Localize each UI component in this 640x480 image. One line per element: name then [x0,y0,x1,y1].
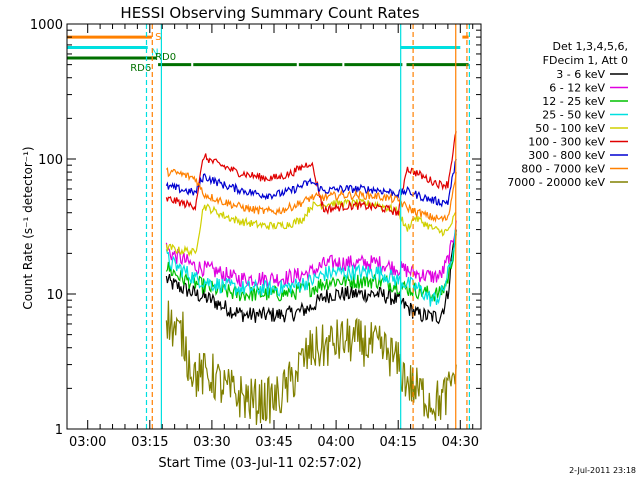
x-tick-label: 04:30 [442,435,479,450]
y-axis-label: Count Rate (s⁻¹ detector⁻¹) [21,146,35,309]
flag-label-rd6: RD6 [130,63,151,74]
legend-entry-label: 800 - 7000 keV [521,163,605,176]
series-25-50-kev [165,229,457,307]
flag-label-s: S [155,32,161,43]
legend-header: FDecim 1, Att 0 [543,54,628,67]
flag-label-rd0: RD0 [155,52,176,63]
footer-timestamp: 2-Jul-2011 23:18 [569,466,636,475]
vertical-markers [145,24,471,429]
series-7000-20000-kev [165,300,457,425]
y-axis-ticks: 1 10 100 1000 [30,18,481,438]
y-tick-label: 100 [38,153,63,168]
legend-entry-label: 25 - 50 keV [542,109,605,122]
x-tick-label: 03:00 [69,435,106,450]
x-tick-label: 04:00 [317,435,354,450]
legend-entry-label: 7000 - 20000 keV [507,176,605,189]
legend: Det 1,3,4,5,6,FDecim 1, Att 03 - 6 keV6 … [507,40,628,189]
legend-header: Det 1,3,4,5,6, [552,40,628,53]
series-lines [165,131,457,425]
x-tick-label: 03:30 [193,435,230,450]
y-tick-label: 1000 [30,18,63,33]
legend-entry-label: 12 - 25 keV [542,95,605,108]
y-tick-label: 1 [55,423,63,438]
x-axis-ticks: 03:00 03:15 03:30 03:45 04:00 04:15 04:30 [69,24,479,450]
series-300-800-kev [165,158,457,208]
legend-entry-label: 50 - 100 keV [535,122,605,135]
series-800-7000-kev [165,167,457,223]
legend-entry-label: 300 - 800 keV [528,149,605,162]
legend-entry-label: 6 - 12 keV [549,82,605,95]
series-3-6-kev [165,229,457,325]
x-tick-label: 03:45 [255,435,292,450]
x-tick-label: 04:15 [379,435,416,450]
legend-entry-label: 3 - 6 keV [556,68,605,81]
legend-entry-label: 100 - 300 keV [528,136,605,149]
chart-title: HESSI Observing Summary Count Rates [120,4,419,22]
y-tick-label: 10 [46,288,63,303]
x-tick-label: 03:15 [131,435,168,450]
flag-label-n: N [151,47,158,58]
series-50-100-kev [165,198,457,257]
series-100-300-kev [165,131,457,216]
series-6-12-kev [165,220,457,289]
x-axis-label: Start Time (03-Jul-11 02:57:02) [158,456,361,471]
